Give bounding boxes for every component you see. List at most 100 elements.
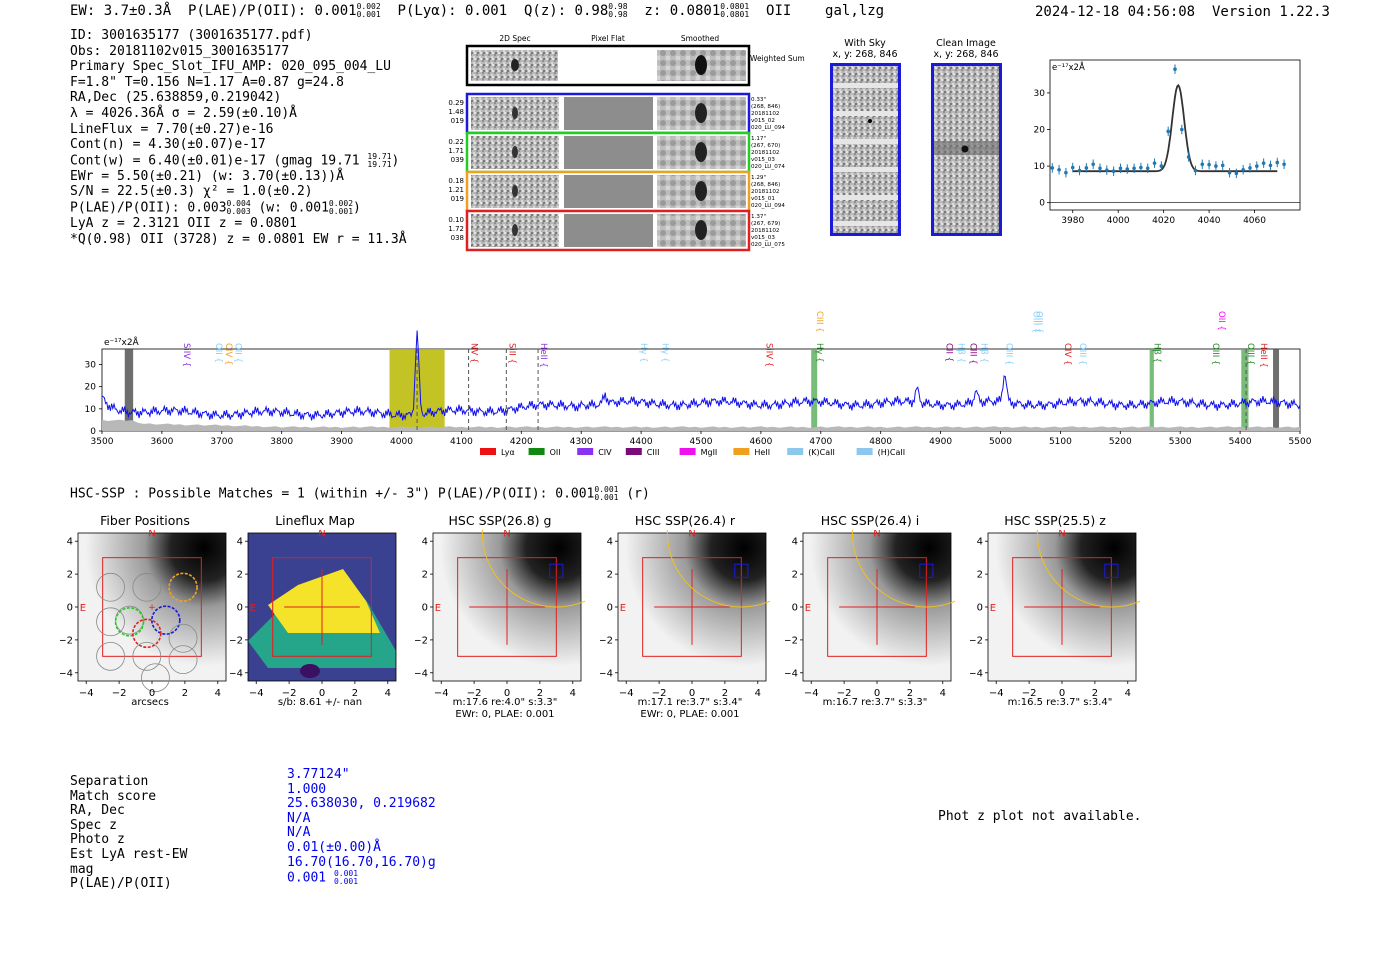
spec-row-right-label: 20181102 bbox=[751, 189, 779, 195]
spec-highlight-band bbox=[1273, 349, 1280, 431]
fit-data-point bbox=[1241, 167, 1245, 172]
spec-unit-label: e⁻¹⁷x2Å bbox=[104, 336, 140, 348]
cutout-ytick-label: 2 bbox=[237, 570, 243, 581]
fit-data-point bbox=[1275, 160, 1280, 165]
fit-data-point bbox=[1186, 155, 1191, 159]
spec-row-right-label: 020_LU_075 bbox=[751, 242, 785, 248]
spec-row-right-label: (267, 679) bbox=[751, 221, 780, 227]
cutout-caption-line1: arcsecs bbox=[131, 697, 169, 708]
fit-data-point bbox=[1261, 161, 1266, 165]
fiber-circle bbox=[132, 641, 162, 671]
spec-line-label: NV { bbox=[469, 343, 479, 363]
label-radec: RA, Dec bbox=[70, 803, 125, 819]
cutout-xtick-label: −4 bbox=[249, 688, 264, 699]
cutout-xtick-label: 2 bbox=[1092, 688, 1098, 699]
spec-line-label: SiIV { bbox=[181, 343, 191, 367]
fit-ytick-label: 20 bbox=[1034, 126, 1046, 136]
fit-data-point bbox=[1234, 171, 1239, 176]
cutout-ytick-label: 4 bbox=[67, 537, 73, 548]
cutout-xtick-label: −2 bbox=[467, 688, 482, 699]
info-radec: RA,Dec (25.638859,0.219042) bbox=[70, 90, 282, 106]
cutout-ytick-label: 4 bbox=[792, 537, 798, 548]
spec-row-left-label: 1.48 bbox=[448, 108, 464, 116]
lineflux-map-low bbox=[300, 664, 320, 678]
compass-east: E bbox=[805, 603, 811, 614]
cutout-ytick-label: −4 bbox=[600, 668, 613, 679]
legend-swatch bbox=[787, 448, 804, 455]
fit-data-point bbox=[1070, 165, 1075, 170]
cutout-ytick-label: 0 bbox=[607, 603, 613, 614]
spec-line-label: CII { bbox=[944, 343, 954, 362]
line-fit-chart: e⁻¹⁷x2Å 3980 4000 4020 4040 4060 0 10 20 30 bbox=[1034, 59, 1301, 226]
info-fiber: F=1.8" T=0.156 N=1.17 A=0.87 g=24.8 bbox=[70, 74, 344, 90]
cutout-title: Lineflux Map bbox=[275, 513, 355, 528]
fit-data-point bbox=[1159, 164, 1164, 168]
compass-east: E bbox=[435, 603, 441, 614]
spec-xtick-label: 5100 bbox=[1049, 437, 1072, 447]
spec-row-right-label: v015_03 bbox=[751, 157, 775, 163]
spec-line-label: HeII { bbox=[538, 343, 548, 368]
spec-highlight-band bbox=[124, 349, 134, 431]
cutout-ytick-label: −2 bbox=[600, 635, 613, 646]
info-obs: Obs: 20181102v015_3001635177 bbox=[70, 43, 290, 59]
spec-line-label: OIII { bbox=[1245, 343, 1255, 365]
spec-line-label: Hβ { bbox=[956, 343, 966, 363]
info-contn: Cont(n) = 4.30(±0.07)e-17 bbox=[70, 137, 266, 153]
sky-bands bbox=[833, 83, 898, 226]
spec-line-label: CIV { bbox=[1062, 343, 1072, 365]
spec-xtick-label: 5500 bbox=[1289, 437, 1312, 447]
spec-row-right-label: 20181102 bbox=[751, 150, 779, 156]
spec-line-label: OIII { bbox=[1003, 343, 1013, 365]
compass-east: E bbox=[990, 603, 996, 614]
spec-line-label: HeII { bbox=[1258, 343, 1268, 368]
spec-xtick-label: 3800 bbox=[270, 437, 293, 447]
legend-swatch bbox=[733, 448, 750, 455]
fiber-circle bbox=[132, 572, 162, 602]
spec-row-right-label: 0.33" bbox=[751, 97, 766, 103]
fit-data-point bbox=[1125, 167, 1130, 171]
spec-xtick-label: 4300 bbox=[570, 437, 593, 447]
spec-highlight-band bbox=[811, 349, 818, 431]
cutout-caption-line2: EWr: 0, PLAE: 0.001 bbox=[455, 709, 555, 720]
info-lya: LyA z = 2.3121 OII z = 0.0801 bbox=[70, 216, 297, 232]
clean-image-source bbox=[961, 145, 969, 153]
fit-data-point bbox=[1132, 166, 1136, 171]
spec-xtick-label: 3600 bbox=[150, 437, 173, 447]
spec-row-right-label: 020_LU_094 bbox=[751, 203, 785, 209]
fit-data-point bbox=[1173, 67, 1177, 71]
spec-row-left-label: 0.22 bbox=[448, 138, 464, 146]
info-lambda: λ = 4026.36Å σ = 2.59(±0.10)Å bbox=[70, 105, 297, 121]
cutout-xtick-label: 0 bbox=[689, 688, 695, 699]
spec-row-left-label: 038 bbox=[451, 234, 464, 242]
compass-north: N bbox=[148, 530, 155, 539]
fit-data-point bbox=[1180, 127, 1184, 132]
fit-data-point bbox=[1145, 166, 1150, 171]
cutout-xtick-label: −4 bbox=[79, 688, 94, 699]
spec-row-pixelflat bbox=[564, 97, 653, 130]
header-ew: EW: 3.7±0.3Å bbox=[70, 3, 172, 19]
spec-line-label: Hβ { bbox=[978, 343, 988, 363]
spec-xtick-label: 5400 bbox=[1229, 437, 1252, 447]
compass-east: E bbox=[80, 603, 86, 614]
label-specz: Spec z bbox=[70, 817, 117, 833]
fit-xtick-label: 4040 bbox=[1198, 216, 1221, 226]
fit-data-point bbox=[1091, 162, 1095, 167]
cutout-xtick-label: −4 bbox=[434, 688, 449, 699]
cutout-ytick-label: −2 bbox=[785, 635, 798, 646]
spec-row-right-label: 1.37" bbox=[751, 214, 766, 220]
legend-swatch bbox=[856, 448, 873, 455]
cutout-ytick-label: 4 bbox=[237, 537, 243, 548]
compass-east: E bbox=[250, 603, 256, 614]
spec-row-left-label: 0.18 bbox=[448, 177, 464, 185]
hsc-summary: HSC-SSP : Possible Matches = 1 (within +… bbox=[70, 485, 650, 502]
spec2d-panel: 2D Spec Pixel Flat Smoothed Weighted Sum… bbox=[448, 34, 805, 252]
spec-ytick-label: 0 bbox=[90, 427, 96, 437]
cutout-xtick-label: 2 bbox=[907, 688, 913, 699]
spec-row-left-label: 039 bbox=[451, 156, 464, 164]
cutout-caption-line1: m:16.5 re:3.7" s:3.4" bbox=[1007, 697, 1113, 708]
compass-north: N bbox=[1058, 530, 1065, 539]
compass-north: N bbox=[873, 530, 880, 539]
spec-row-source bbox=[512, 107, 518, 119]
cutout-xtick-label: 0 bbox=[504, 688, 510, 699]
